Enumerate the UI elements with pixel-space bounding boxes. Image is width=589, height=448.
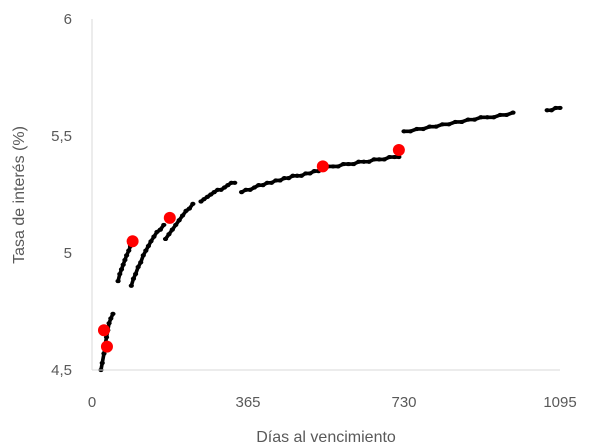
- highlight-point: [163, 211, 176, 224]
- x-tick-label: 0: [88, 394, 96, 411]
- data-point: [158, 223, 166, 232]
- tick-labels: 0 365 730 1095 4,5 5 5,5 6: [51, 11, 577, 411]
- highlight-point: [100, 340, 113, 353]
- highlight-point: [392, 144, 405, 157]
- data-point: [504, 110, 515, 117]
- y-tick-label: 5: [64, 245, 72, 262]
- x-axis-title: Días al vencimiento: [256, 429, 396, 446]
- x-tick-label: 730: [391, 394, 416, 411]
- x-tick-label: 1095: [543, 394, 576, 411]
- data-point: [109, 312, 115, 321]
- x-tick-label: 365: [235, 394, 260, 411]
- y-axis-title: Tasa de interés (%): [11, 126, 28, 264]
- highlight-point: [126, 235, 139, 248]
- plot-marks: [97, 105, 563, 373]
- axes: [91, 19, 560, 371]
- y-tick-label: 6: [64, 11, 72, 28]
- y-tick-label: 5,5: [51, 128, 72, 145]
- y-tick-label: 4,5: [51, 362, 72, 379]
- data-point: [187, 202, 195, 211]
- highlight-point: [316, 160, 329, 173]
- highlight-point: [97, 324, 110, 337]
